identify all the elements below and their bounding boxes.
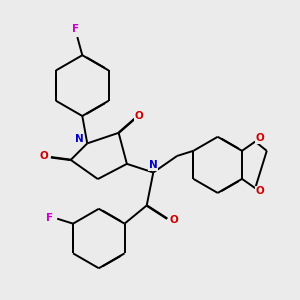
Text: O: O [169, 215, 178, 225]
Text: O: O [39, 151, 48, 160]
Text: F: F [46, 213, 53, 223]
Text: N: N [149, 160, 158, 170]
Text: O: O [256, 133, 265, 143]
Text: N: N [75, 134, 83, 144]
Text: O: O [256, 186, 265, 197]
Text: O: O [134, 111, 143, 121]
Text: F: F [72, 24, 79, 34]
